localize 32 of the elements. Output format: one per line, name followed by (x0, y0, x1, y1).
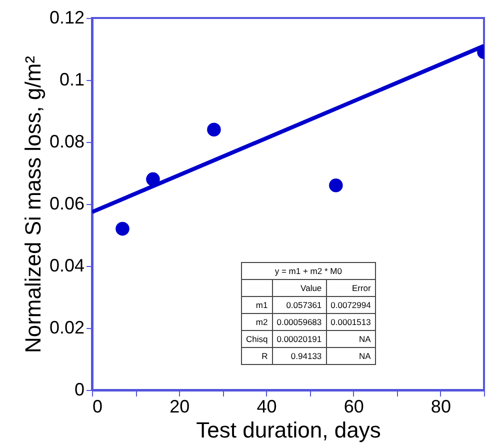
y-tick-label: 0 (74, 380, 84, 400)
x-tick-label: 0 (92, 396, 103, 416)
y-tick-label: 0.06 (49, 194, 84, 214)
y-axis-title: Normalized Si mass loss, g/m² (20, 56, 46, 354)
annotation: Value (272, 280, 326, 296)
annotation: NA (326, 330, 376, 348)
annotation: m1 (242, 296, 272, 314)
annotation: 0.94133 (272, 348, 326, 364)
y-tick-label: 0.12 (49, 8, 84, 28)
annotation: m2 (242, 314, 272, 330)
point (207, 122, 221, 136)
annotation: NA (326, 348, 376, 364)
x-tick-label: 80 (430, 396, 451, 416)
annotation: Error (326, 280, 376, 296)
annotation: R (242, 348, 272, 364)
y-tick-label: 0.1 (59, 70, 84, 90)
annotation: 0.0072994 (326, 296, 376, 314)
point (116, 222, 130, 236)
x-tick-label: 40 (256, 396, 277, 416)
x-axis-title: Test duration, days (196, 418, 381, 442)
annotation: 0.0001513 (326, 314, 376, 330)
y-tick-label: 0.08 (49, 132, 84, 152)
annotation: 0.057361 (272, 296, 326, 314)
annotation: 0.00059683 (272, 314, 326, 330)
x-tick-label: 60 (344, 396, 364, 416)
y-tick-label: 0.02 (49, 318, 84, 338)
annotation: y = m1 + m2 * M0 (242, 262, 376, 280)
point (146, 172, 160, 186)
x-tick-label: 20 (170, 396, 190, 416)
annotation: Chisq (242, 330, 272, 348)
y-tick-label: 0.04 (49, 256, 84, 276)
annotation: 0.00020191 (272, 330, 326, 348)
